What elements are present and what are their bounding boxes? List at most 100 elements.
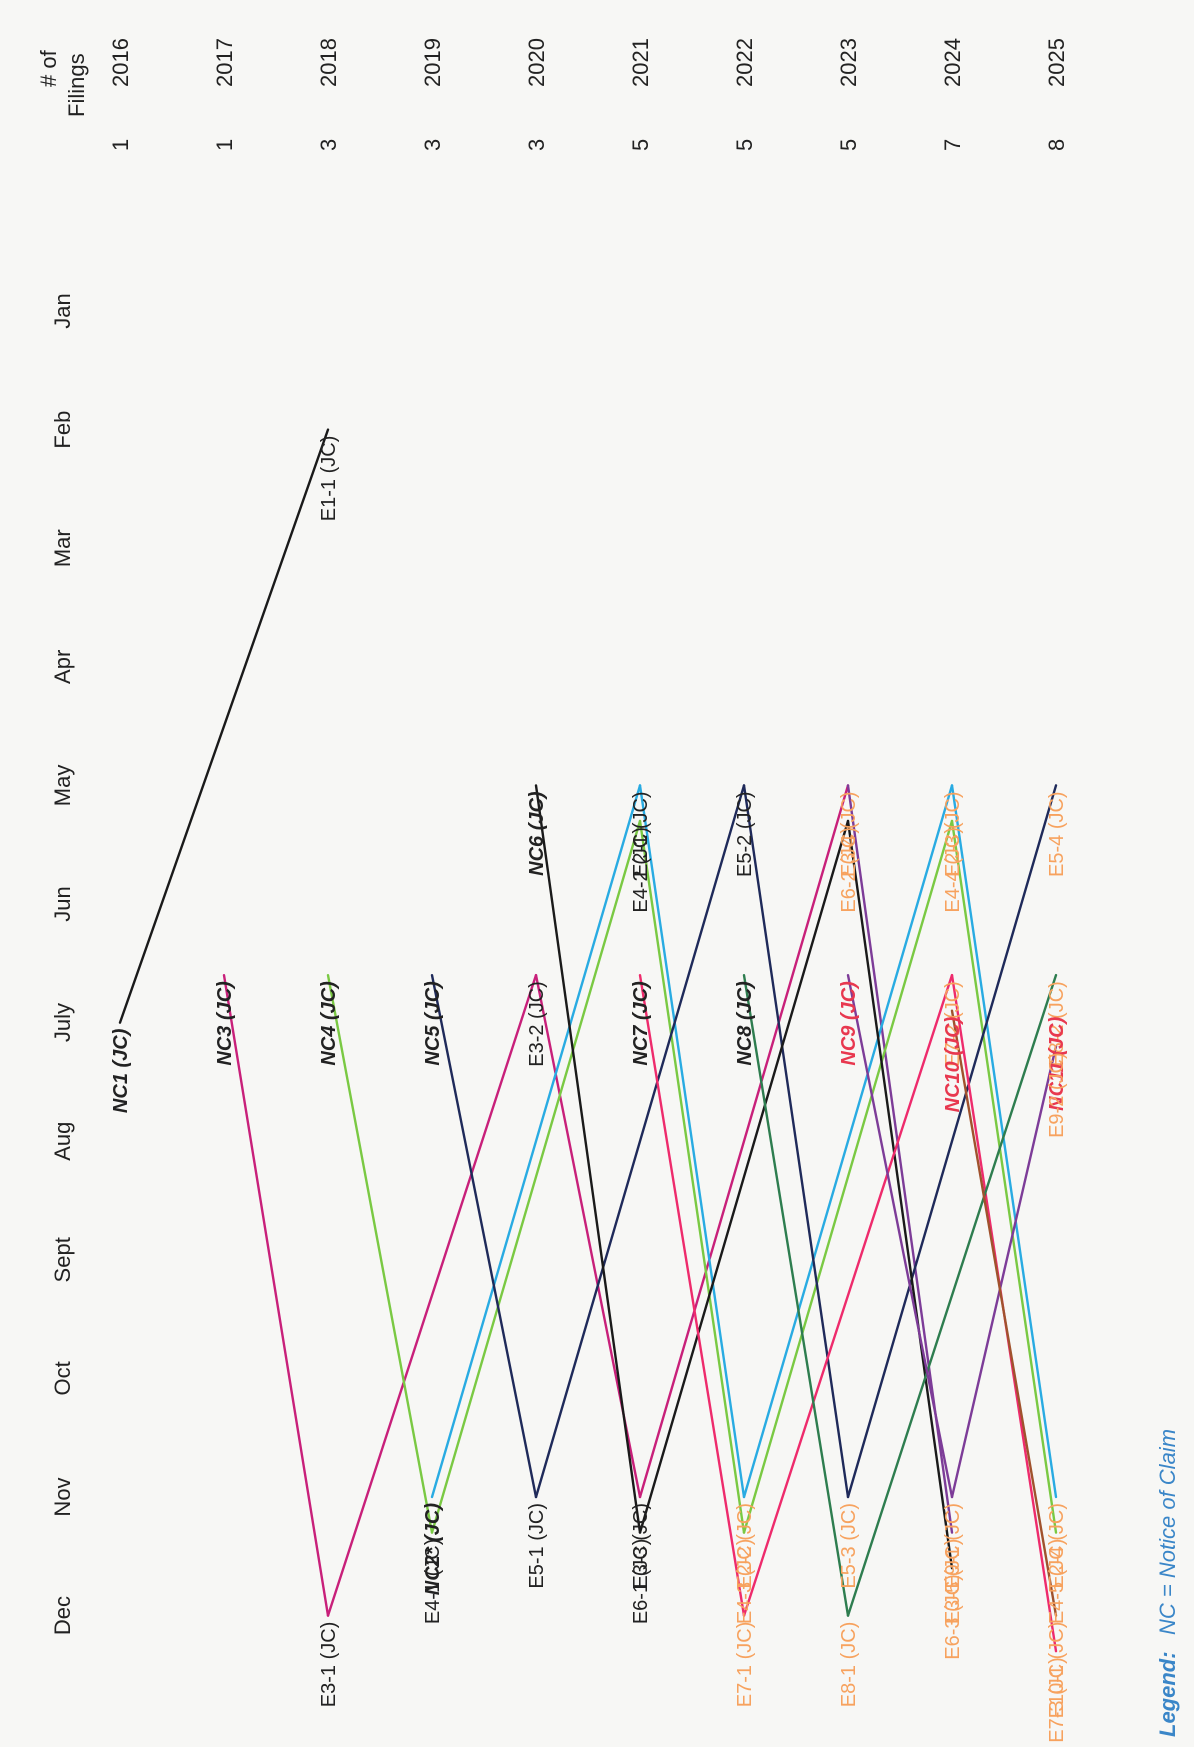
connection-nc10-to-e10-1	[950, 1009, 1058, 1617]
filing-label-e2-3: E2-3 (JC)	[942, 791, 964, 877]
legend-value: NC = Notice of Claim	[1155, 1429, 1180, 1635]
filing-label-nc10: NC10 (JC)	[942, 1016, 964, 1112]
month-header-july: July	[50, 1003, 75, 1042]
month-header-dec: Dec	[50, 1596, 75, 1635]
connection-e4-4-to-e4-5	[950, 819, 1058, 1534]
filing-label-e4-5: E4-5 (JC)	[1046, 1539, 1068, 1625]
filing-label-e9-2: E9-2 (JC)	[1046, 1052, 1068, 1138]
filing-count-2017: 1	[212, 139, 237, 151]
filing-label-e4-1: E4-1 (JC)	[422, 1539, 444, 1625]
month-header-jan: Jan	[50, 293, 75, 328]
connection-e5-3-to-e5-4	[846, 784, 1058, 1499]
filing-label-nc5: NC5 (JC)	[422, 981, 444, 1066]
filing-label-e5-4: E5-4 (JC)	[1046, 791, 1068, 877]
connection-e8-1-to-e8-2	[846, 973, 1058, 1617]
filing-label-nc2: NC2* (JC)	[422, 1503, 444, 1596]
month-header-feb: Feb	[50, 411, 75, 449]
filing-label-e10-1: E10-1 (JC)	[1046, 1622, 1068, 1719]
filing-label-e4-4: E4-4 (JC)	[942, 827, 964, 913]
legend-key: Legend:	[1155, 1651, 1180, 1737]
year-label-2025: 2025	[1044, 38, 1069, 87]
connection-e5-2-to-e5-3	[742, 784, 850, 1499]
connection-e2-2-to-e2-3	[742, 784, 954, 1499]
filings-header-line2: Filings	[64, 53, 89, 117]
month-header-nov: Nov	[50, 1477, 75, 1516]
connection-e6-1-to-e6-2	[638, 819, 850, 1534]
year-label-2022: 2022	[732, 38, 757, 87]
filing-label-nc4: NC4 (JC)	[318, 981, 340, 1066]
legend: Legend: NC = Notice of Claim	[1155, 1429, 1180, 1737]
filing-count-2022: 5	[732, 139, 757, 151]
filing-count-2016: 1	[108, 139, 133, 151]
filing-count-2024: 7	[940, 139, 965, 151]
filings-header-line1: # of	[36, 49, 61, 87]
filing-label-e3-3: E3-3 (JC)	[630, 1503, 652, 1589]
filing-label-nc6: NC6 (JC)	[526, 791, 548, 876]
connection-lines	[118, 428, 1058, 1653]
connection-nc6-to-e6-1	[534, 784, 642, 1534]
filing-label-e6-2: E6-2 (JC)	[838, 827, 860, 913]
filing-label-e8-2: E8-2 (JC)	[1046, 981, 1068, 1067]
connection-e3-1-to-e3-2	[326, 973, 538, 1617]
connection-nc5-to-e5-1	[430, 973, 538, 1499]
year-label-2018: 2018	[316, 38, 341, 87]
filing-count-2021: 5	[628, 139, 653, 151]
month-header-may: May	[50, 765, 75, 807]
filing-label-e4-2: E4-2 (JC)	[630, 827, 652, 913]
connection-e7-1-to-e7-2	[742, 973, 954, 1617]
filing-count-2018: 3	[316, 139, 341, 151]
connection-nc8-to-e8-1	[742, 973, 850, 1617]
connection-e2-1-to-e2-2	[638, 784, 746, 1499]
filing-label-e1-1: E1-1 (JC)	[318, 436, 340, 522]
connection-e6-2-to-e6-3	[846, 819, 954, 1570]
filing-label-e5-3: E5-3 (JC)	[838, 1503, 860, 1589]
filing-label-e3-2: E3-2 (JC)	[526, 981, 548, 1067]
filing-count-2020: 3	[524, 139, 549, 151]
year-rows: 2016 1 2017 1 2018 3 2019 3 2020 3 2021 5 2022 5 2023 5…	[108, 38, 1069, 151]
filing-label-e2-4: E2-4 (JC)	[1046, 1503, 1068, 1589]
connection-e4-2-to-e4-3	[638, 819, 746, 1534]
connection-nc2-to-e2-1	[430, 784, 642, 1499]
year-label-2020: 2020	[524, 38, 549, 87]
month-header-aug: Aug	[50, 1122, 75, 1161]
filing-label-e7-1: E7-1 (JC)	[734, 1622, 756, 1708]
year-label-2024: 2024	[940, 38, 965, 87]
connection-nc1-to-e1-1	[118, 428, 330, 1024]
filing-label-e7-2: E7-2 (JC)	[942, 981, 964, 1067]
connection-e3-3-to-e3-4	[638, 784, 850, 1499]
filing-labels: NC1 (JC) E1-1 (JC) NC3 (JC) E3-1 (JC) NC4 (J…	[110, 436, 1068, 1743]
connection-e4-3-to-e4-4	[742, 819, 954, 1534]
filing-count-2025: 8	[1044, 139, 1069, 151]
filing-label-e2-2: E2-2 (JC)	[734, 1503, 756, 1589]
filing-label-e3-5: E3-5 (JC)	[942, 1539, 964, 1625]
filing-label-e6-3: E6-3 (JC)	[942, 1574, 964, 1660]
year-label-2023: 2023	[836, 38, 861, 87]
year-label-2021: 2021	[628, 38, 653, 87]
month-header-oct: Oct	[50, 1361, 75, 1395]
connection-nc4-to-e4-1	[326, 973, 434, 1534]
filing-label-e2-1: E2-1 (JC)	[630, 791, 652, 877]
filing-label-e9-1: E9-1 (JC)	[942, 1503, 964, 1589]
month-header-mar: Mar	[50, 529, 75, 567]
filing-label-nc7: NC7 (JC)	[630, 981, 652, 1066]
filing-label-nc8: NC8 (JC)	[734, 981, 756, 1066]
filing-label-nc9: NC9 (JC)	[838, 981, 860, 1066]
connection-e2-3-to-e2-4	[950, 784, 1058, 1499]
month-header-sept: Sept	[50, 1237, 75, 1282]
connection-nc7-to-e7-1	[638, 973, 746, 1617]
month-header-jun: Jun	[50, 886, 75, 921]
connection-e9-1-to-e9-2	[950, 1045, 1058, 1499]
year-label-2016: 2016	[108, 38, 133, 87]
connection-nc9-to-e9-1	[846, 973, 954, 1499]
filing-count-2019: 3	[420, 139, 445, 151]
month-header-apr: Apr	[50, 650, 75, 684]
filing-label-e5-2: E5-2 (JC)	[734, 791, 756, 877]
connection-e5-1-to-e5-2	[534, 784, 746, 1499]
filing-label-e8-1: E8-1 (JC)	[838, 1622, 860, 1708]
connection-nc3-to-e3-1	[222, 973, 330, 1617]
year-label-2017: 2017	[212, 38, 237, 87]
filing-label-nc11: NC11 (JC)	[1046, 1016, 1068, 1110]
connection-e4-1-to-e4-2	[430, 819, 642, 1534]
